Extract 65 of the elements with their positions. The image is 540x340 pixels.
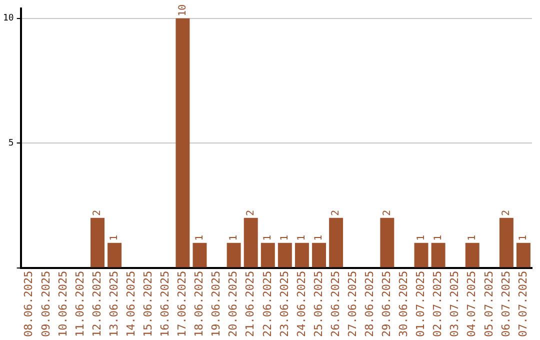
bar bbox=[380, 218, 394, 268]
data-label: 1 bbox=[432, 234, 444, 241]
x-tick-label: 03.07.2025 bbox=[448, 270, 462, 338]
bar bbox=[499, 218, 514, 268]
bar bbox=[226, 242, 241, 268]
x-tick-label: 09.06.2025 bbox=[39, 270, 52, 338]
x-tick-label: 06.07.2025 bbox=[499, 270, 512, 338]
x-tick-label: 19.06.2025 bbox=[210, 270, 223, 338]
x-tick-label: 29.06.2025 bbox=[380, 270, 394, 338]
x-tick-label: 23.06.2025 bbox=[278, 270, 291, 338]
x-tick-label: 20.06.2025 bbox=[226, 270, 240, 338]
data-label: 10 bbox=[177, 4, 188, 16]
data-label: 1 bbox=[314, 234, 325, 241]
x-tick-label: 16.06.2025 bbox=[158, 270, 172, 338]
y-tick-label: 5 bbox=[8, 138, 14, 148]
bar bbox=[465, 242, 480, 268]
bar bbox=[244, 218, 258, 268]
x-tick-label: 01.07.2025 bbox=[414, 270, 428, 338]
x-tick-label: 04.07.2025 bbox=[465, 270, 478, 338]
bar bbox=[192, 242, 207, 268]
bar bbox=[431, 242, 446, 268]
bar bbox=[294, 242, 309, 268]
x-tick-label: 22.06.2025 bbox=[260, 270, 274, 338]
bar bbox=[516, 242, 530, 268]
data-label: 1 bbox=[262, 234, 274, 241]
bar bbox=[312, 242, 326, 268]
x-tick-label: 21.06.2025 bbox=[244, 270, 257, 338]
x-tick-label: 27.06.2025 bbox=[346, 270, 359, 338]
x-tick-label: 08.06.2025 bbox=[22, 270, 36, 338]
x-tick-label: 15.06.2025 bbox=[141, 270, 154, 338]
data-label: 2 bbox=[330, 210, 342, 216]
x-tick-label: 25.06.2025 bbox=[312, 270, 325, 338]
data-label: 2 bbox=[501, 210, 512, 216]
data-label: 1 bbox=[296, 234, 308, 241]
x-tick-label: 17.06.2025 bbox=[176, 270, 189, 338]
x-tick-label: 18.06.2025 bbox=[192, 270, 206, 338]
x-tick-label: 28.06.2025 bbox=[362, 270, 376, 338]
x-tick-label: 14.06.2025 bbox=[124, 270, 138, 338]
bar bbox=[414, 242, 428, 268]
x-tick-label: 11.06.2025 bbox=[73, 270, 86, 338]
x-tick-label: 05.07.2025 bbox=[482, 270, 496, 338]
data-label: 1 bbox=[416, 234, 427, 241]
data-label: 1 bbox=[280, 234, 291, 241]
bar bbox=[260, 242, 275, 268]
data-label: 1 bbox=[466, 234, 478, 241]
x-tick-label: 12.06.2025 bbox=[90, 270, 104, 338]
x-tick-label: 30.06.2025 bbox=[397, 270, 410, 338]
x-tick-label: 07.07.2025 bbox=[516, 270, 530, 338]
data-label: 1 bbox=[194, 234, 206, 241]
x-tick-label: 24.06.2025 bbox=[294, 270, 308, 338]
data-label: 1 bbox=[109, 234, 120, 241]
bar bbox=[278, 242, 292, 268]
data-label: 1 bbox=[518, 234, 530, 241]
x-tick-label: 26.06.2025 bbox=[328, 270, 342, 338]
x-tick-label: 02.07.2025 bbox=[431, 270, 444, 338]
data-label: 2 bbox=[92, 210, 104, 216]
data-label: 2 bbox=[245, 210, 256, 216]
bar bbox=[108, 242, 122, 268]
x-tick-label: 10.06.2025 bbox=[56, 270, 70, 338]
data-label: 1 bbox=[228, 234, 240, 241]
bar bbox=[329, 218, 344, 268]
bar bbox=[90, 218, 104, 268]
x-tick-label: 13.06.2025 bbox=[107, 270, 120, 338]
bar bbox=[176, 18, 190, 268]
data-label: 2 bbox=[382, 210, 393, 216]
